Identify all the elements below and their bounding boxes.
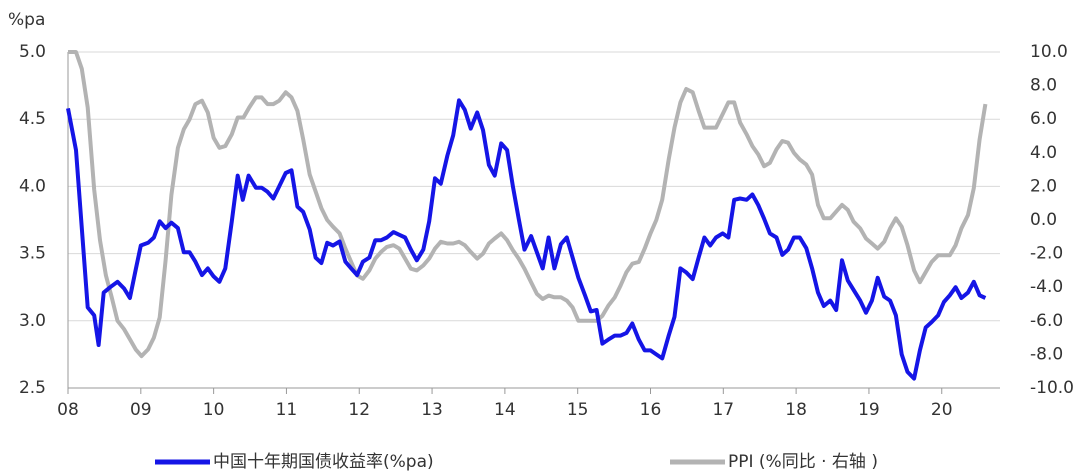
series-line [66,98,987,381]
x-tick-label: 14 [494,400,516,420]
x-tick-label: 15 [567,400,589,420]
x-tick-label: 20 [931,400,953,420]
x-tick-label: 12 [348,400,370,420]
x-tick-label: 10 [203,400,225,420]
y2-tick-label: 4.0 [1030,143,1057,163]
y-unit-label: %pa [8,10,45,30]
y-tick-label: 5.0 [19,42,46,62]
legend-label: PPI (%同比 · 右轴 ) [728,452,878,472]
x-tick-label: 17 [712,400,734,420]
y2-tick-label: -2.0 [1030,244,1063,264]
y-tick-label: 4.0 [19,176,46,196]
y2-tick-label: 8.0 [1030,76,1057,96]
y2-tick-label: -8.0 [1030,344,1063,364]
y2-tick-label: -10.0 [1030,378,1074,398]
y2-tick-label: -4.0 [1030,277,1063,297]
x-tick-label: 08 [57,400,79,420]
y2-tick-label: 6.0 [1030,109,1057,129]
y-tick-label: 4.5 [19,109,46,129]
series-line [68,50,988,359]
y2-tick-label: 2.0 [1030,176,1057,196]
legend-label: 中国十年期国债收益率(%pa) [213,452,434,472]
x-tick-label: 09 [130,400,152,420]
y2-tick-label: -6.0 [1030,311,1063,331]
y2-tick-label: 0.0 [1030,210,1057,230]
x-tick-label: 16 [640,400,662,420]
y-tick-label: 2.5 [19,378,46,398]
x-tick-label: 13 [421,400,443,420]
x-tick-label: 19 [858,400,880,420]
x-tick-label: 18 [785,400,807,420]
x-tick-label: 11 [276,400,298,420]
y-tick-label: 3.5 [19,244,46,264]
y2-tick-label: 10.0 [1030,42,1068,62]
y-tick-label: 3.0 [19,311,46,331]
